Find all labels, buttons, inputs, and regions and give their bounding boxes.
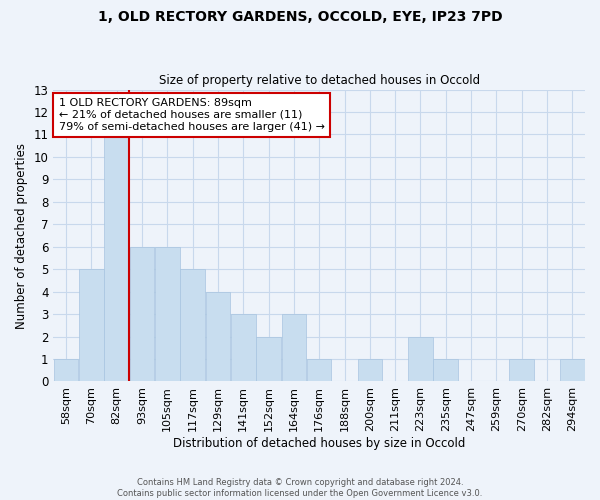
- Y-axis label: Number of detached properties: Number of detached properties: [15, 142, 28, 328]
- Bar: [206, 292, 230, 382]
- Bar: [256, 336, 281, 382]
- Bar: [358, 359, 382, 382]
- Bar: [509, 359, 534, 382]
- Bar: [79, 269, 104, 382]
- Bar: [54, 359, 79, 382]
- Text: 1 OLD RECTORY GARDENS: 89sqm
← 21% of detached houses are smaller (11)
79% of se: 1 OLD RECTORY GARDENS: 89sqm ← 21% of de…: [59, 98, 325, 132]
- Text: 1, OLD RECTORY GARDENS, OCCOLD, EYE, IP23 7PD: 1, OLD RECTORY GARDENS, OCCOLD, EYE, IP2…: [98, 10, 502, 24]
- Bar: [130, 246, 154, 382]
- Bar: [307, 359, 331, 382]
- Bar: [560, 359, 584, 382]
- Text: Contains HM Land Registry data © Crown copyright and database right 2024.
Contai: Contains HM Land Registry data © Crown c…: [118, 478, 482, 498]
- Bar: [408, 336, 433, 382]
- Bar: [281, 314, 306, 382]
- Bar: [433, 359, 458, 382]
- Bar: [181, 269, 205, 382]
- Bar: [155, 246, 179, 382]
- Bar: [104, 134, 129, 382]
- X-axis label: Distribution of detached houses by size in Occold: Distribution of detached houses by size …: [173, 437, 466, 450]
- Bar: [231, 314, 256, 382]
- Title: Size of property relative to detached houses in Occold: Size of property relative to detached ho…: [158, 74, 480, 87]
